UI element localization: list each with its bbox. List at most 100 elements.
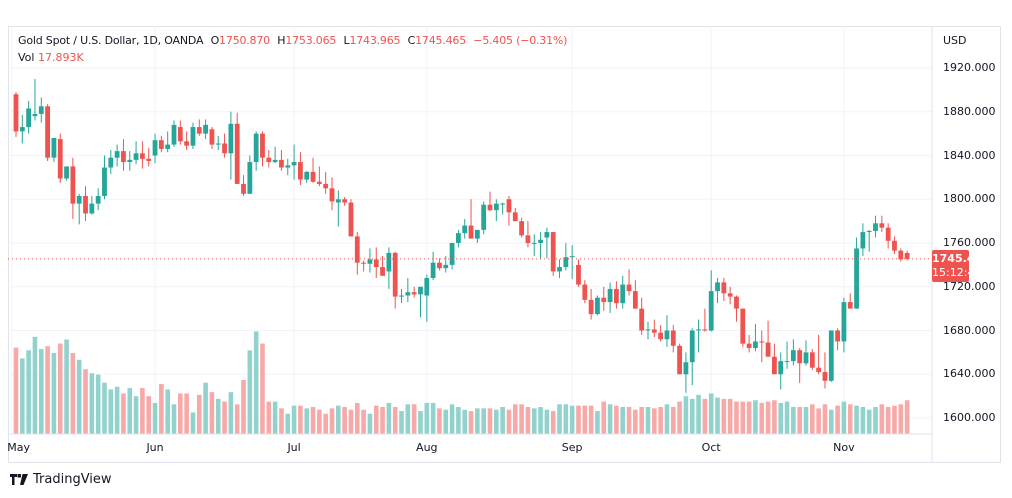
- month-tick-label: Nov: [833, 441, 855, 454]
- volume-bar: [146, 396, 152, 434]
- candlestick-chart[interactable]: [8, 26, 1001, 463]
- candle: [721, 278, 727, 301]
- candle-body: [121, 151, 126, 163]
- candle-body: [879, 223, 885, 228]
- candle: [493, 199, 499, 222]
- volume-bar: [336, 405, 341, 434]
- volume-bar: [601, 401, 607, 434]
- candle-body: [462, 225, 468, 234]
- volume-bar: [437, 408, 442, 434]
- candle: [772, 343, 777, 375]
- candle-body: [588, 299, 594, 315]
- candle: [595, 295, 600, 316]
- candle: [430, 251, 436, 281]
- candle-body: [335, 199, 341, 203]
- candle-body: [873, 223, 878, 231]
- candle: [45, 104, 50, 161]
- volume-bar: [380, 407, 385, 434]
- candle: [108, 150, 114, 175]
- candle: [645, 321, 651, 340]
- volume-bar: [215, 398, 221, 434]
- open-label: O: [210, 34, 220, 47]
- volume-bar: [184, 393, 189, 434]
- tradingview-logo[interactable]: TradingView: [10, 472, 112, 487]
- candle: [500, 202, 506, 215]
- candle-body: [456, 233, 461, 243]
- price-tick-label: 1840.000: [943, 148, 996, 162]
- candle: [437, 258, 442, 271]
- candle: [790, 339, 796, 366]
- currency-label[interactable]: USD: [943, 34, 967, 47]
- volume-bar: [95, 374, 101, 434]
- bar-countdown: 15:12:48: [932, 266, 982, 279]
- candle-body: [892, 240, 897, 251]
- candle-body: [797, 350, 803, 364]
- volume-bar: [652, 408, 657, 434]
- price-tick-label: 1640.000: [943, 367, 996, 381]
- volume-bar: [753, 400, 758, 434]
- candle-body: [765, 342, 771, 357]
- candle-body: [177, 127, 183, 142]
- candle: [765, 320, 771, 357]
- candle: [847, 293, 853, 309]
- candle: [392, 251, 398, 309]
- volume-bar: [475, 408, 480, 434]
- candle: [734, 295, 739, 322]
- candle-body: [481, 204, 487, 230]
- volume-bar: [784, 401, 790, 434]
- candle: [828, 330, 834, 382]
- volume-bar: [241, 380, 246, 434]
- volume-bar: [190, 412, 196, 434]
- volume-bar: [108, 389, 114, 434]
- candle-body: [399, 295, 404, 297]
- candle: [279, 150, 284, 171]
- candle-body: [158, 140, 164, 149]
- candle-body: [70, 166, 76, 204]
- candle: [531, 234, 537, 257]
- candle: [266, 150, 272, 168]
- candle-body: [759, 341, 765, 343]
- volume-bar: [20, 358, 25, 434]
- candle: [658, 325, 664, 342]
- candle: [456, 229, 461, 248]
- candle-body: [45, 106, 50, 158]
- candle: [140, 141, 145, 169]
- high-value: 1753.065: [285, 34, 337, 47]
- candle-body: [348, 202, 354, 237]
- volume-bar: [114, 386, 120, 434]
- candle-body: [64, 166, 69, 179]
- candle: [367, 248, 373, 273]
- candle-body: [721, 282, 727, 294]
- candle: [506, 195, 512, 226]
- candle-body: [740, 308, 746, 344]
- candle: [89, 195, 95, 215]
- volume-bar: [38, 348, 44, 434]
- volume-bar: [595, 411, 600, 434]
- high-label: H: [277, 34, 286, 47]
- volume-bar: [354, 402, 360, 434]
- candle-body: [203, 124, 208, 134]
- candle: [152, 133, 158, 164]
- volume-bar: [76, 359, 82, 434]
- price-tick-label: 1600.000: [943, 411, 996, 424]
- candle: [626, 269, 632, 296]
- candle-body: [285, 165, 291, 168]
- symbol-title[interactable]: Gold Spot / U.S. Dollar, 1D, OANDA: [18, 34, 204, 47]
- volume-bar: [45, 346, 50, 434]
- candle: [746, 334, 752, 353]
- volume-bar: [487, 408, 493, 434]
- volume-bar: [361, 409, 366, 434]
- candle-body: [904, 252, 910, 259]
- candle-body: [715, 282, 720, 292]
- candle: [424, 274, 430, 322]
- candle: [51, 138, 57, 163]
- month-tick-label: Sep: [561, 441, 583, 454]
- candle: [222, 133, 227, 158]
- volume-bar: [873, 407, 878, 434]
- candle: [184, 131, 190, 151]
- volume-bar: [70, 353, 76, 434]
- candle: [753, 323, 758, 352]
- candle-body: [607, 288, 613, 303]
- volume-value: 17.893K: [37, 51, 84, 64]
- volume-bar: [740, 401, 746, 434]
